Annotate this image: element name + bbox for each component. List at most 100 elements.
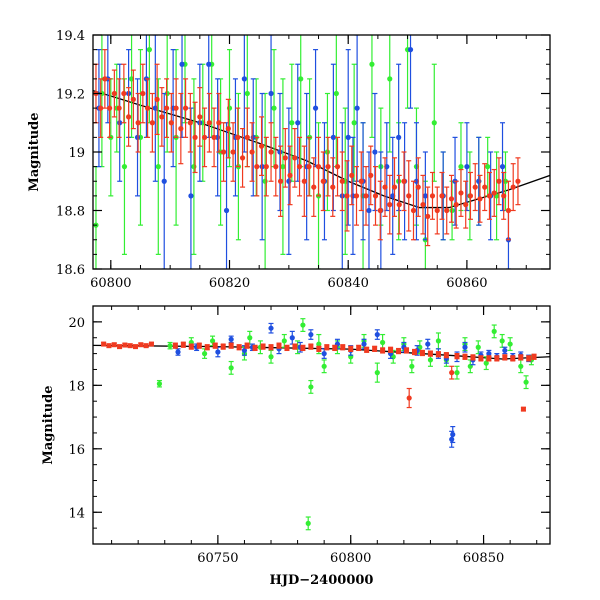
top-red-marker (401, 178, 407, 184)
top-blue-marker (206, 61, 212, 67)
top-red-point (387, 174, 393, 235)
bottom-green-marker (316, 341, 322, 347)
bottom-red-point (204, 344, 210, 351)
bottom-blue-point (450, 425, 456, 444)
top-red-point (126, 87, 132, 147)
bottom-x-tick-label: 60850 (463, 551, 504, 566)
top-green-point (191, 78, 197, 255)
top-red-marker (249, 149, 255, 155)
bottom-green-marker (507, 341, 513, 347)
top-red-point (292, 128, 298, 188)
bottom-red-marker (133, 344, 139, 350)
bottom-red-marker (494, 355, 500, 361)
bottom-red-point (470, 354, 476, 361)
top-red-point (415, 157, 421, 217)
top-blue-marker (407, 47, 414, 53)
top-blue-marker (179, 61, 185, 67)
top-green-point (404, 35, 411, 109)
top-blue-marker (464, 164, 470, 170)
bottom-red-marker (449, 370, 455, 376)
bottom-green-point (491, 324, 497, 339)
bottom-plot-area (93, 318, 550, 531)
bottom-red-point (510, 355, 516, 362)
bottom-blue-marker (425, 341, 431, 347)
bottom-green-point (499, 333, 505, 348)
top-red-point (330, 157, 336, 217)
top-green-marker (155, 164, 161, 170)
top-red-point (515, 157, 521, 206)
top-red-point (116, 78, 122, 138)
top-red-marker (496, 178, 502, 184)
top-red-point (107, 78, 113, 138)
bottom-red-marker (188, 344, 194, 350)
top-red-marker (159, 114, 165, 120)
bottom-red-marker (502, 354, 508, 360)
top-red-point (192, 101, 198, 174)
top-red-point (420, 174, 426, 235)
bottom-red-marker (454, 353, 460, 359)
top-blue-point (286, 107, 292, 255)
top-red-point (102, 49, 108, 109)
bottom-green-point (156, 379, 163, 388)
top-red-marker (391, 184, 398, 190)
bottom-green-marker (308, 384, 314, 390)
bottom-red-point (212, 342, 218, 349)
top-blue-point (407, 35, 414, 109)
bottom-red-marker (308, 344, 314, 350)
top-red-point (377, 180, 383, 241)
bottom-red-marker (148, 341, 154, 347)
top-red-marker (254, 164, 260, 170)
bottom-blue-point (289, 330, 295, 345)
bottom-red-marker (316, 346, 322, 352)
top-red-marker (220, 149, 227, 155)
top-red-marker (154, 96, 160, 102)
top-plot-area (93, 35, 550, 269)
top-red-point (154, 63, 160, 136)
top-blue-marker (286, 178, 292, 184)
bottom-red-marker (470, 354, 476, 360)
top-red-point (140, 63, 146, 124)
top-red-point (311, 157, 317, 217)
top-red-point (145, 78, 151, 138)
bottom-red-point (180, 341, 186, 348)
bottom-red-point (196, 342, 202, 349)
top-green-point (485, 136, 491, 197)
top-red-point (401, 151, 407, 212)
bottom-blue-marker (486, 351, 492, 357)
bottom-red-point (396, 347, 402, 355)
top-red-marker (258, 143, 265, 149)
bottom-green-marker (167, 343, 173, 349)
top-red-marker (130, 96, 136, 102)
bottom-blue-point (401, 341, 407, 353)
top-red-marker (173, 105, 179, 111)
bottom-blue-point (462, 341, 468, 353)
top-red-marker (344, 193, 350, 199)
bottom-green-marker (209, 338, 216, 344)
bottom-y-tick-label: 20 (68, 316, 85, 331)
top-red-marker (98, 105, 104, 111)
top-red-point (254, 136, 260, 197)
top-red-point (173, 78, 179, 138)
bottom-red-point (348, 345, 354, 352)
top-green-point (280, 78, 286, 255)
bottom-green-marker (523, 379, 529, 385)
bottom-blue-marker (175, 349, 181, 355)
bottom-green-marker (454, 370, 460, 376)
bottom-blue-marker (215, 349, 221, 355)
top-y-axis-title: Magnitude (27, 112, 42, 191)
bottom-red-point (236, 344, 242, 351)
top-red-point (320, 151, 326, 212)
bottom-green-point (268, 349, 274, 364)
top-blue-marker (372, 149, 378, 155)
bottom-red-point (486, 355, 492, 362)
top-green-marker (191, 164, 197, 170)
bottom-red-point (443, 352, 449, 359)
bottom-red-point (220, 343, 226, 350)
top-red-marker (472, 184, 478, 190)
bottom-red-marker (111, 342, 117, 348)
top-blue-point (161, 92, 167, 269)
bottom-red-point (435, 351, 441, 358)
top-red-point (216, 92, 222, 153)
bottom-green-marker (380, 339, 386, 346)
